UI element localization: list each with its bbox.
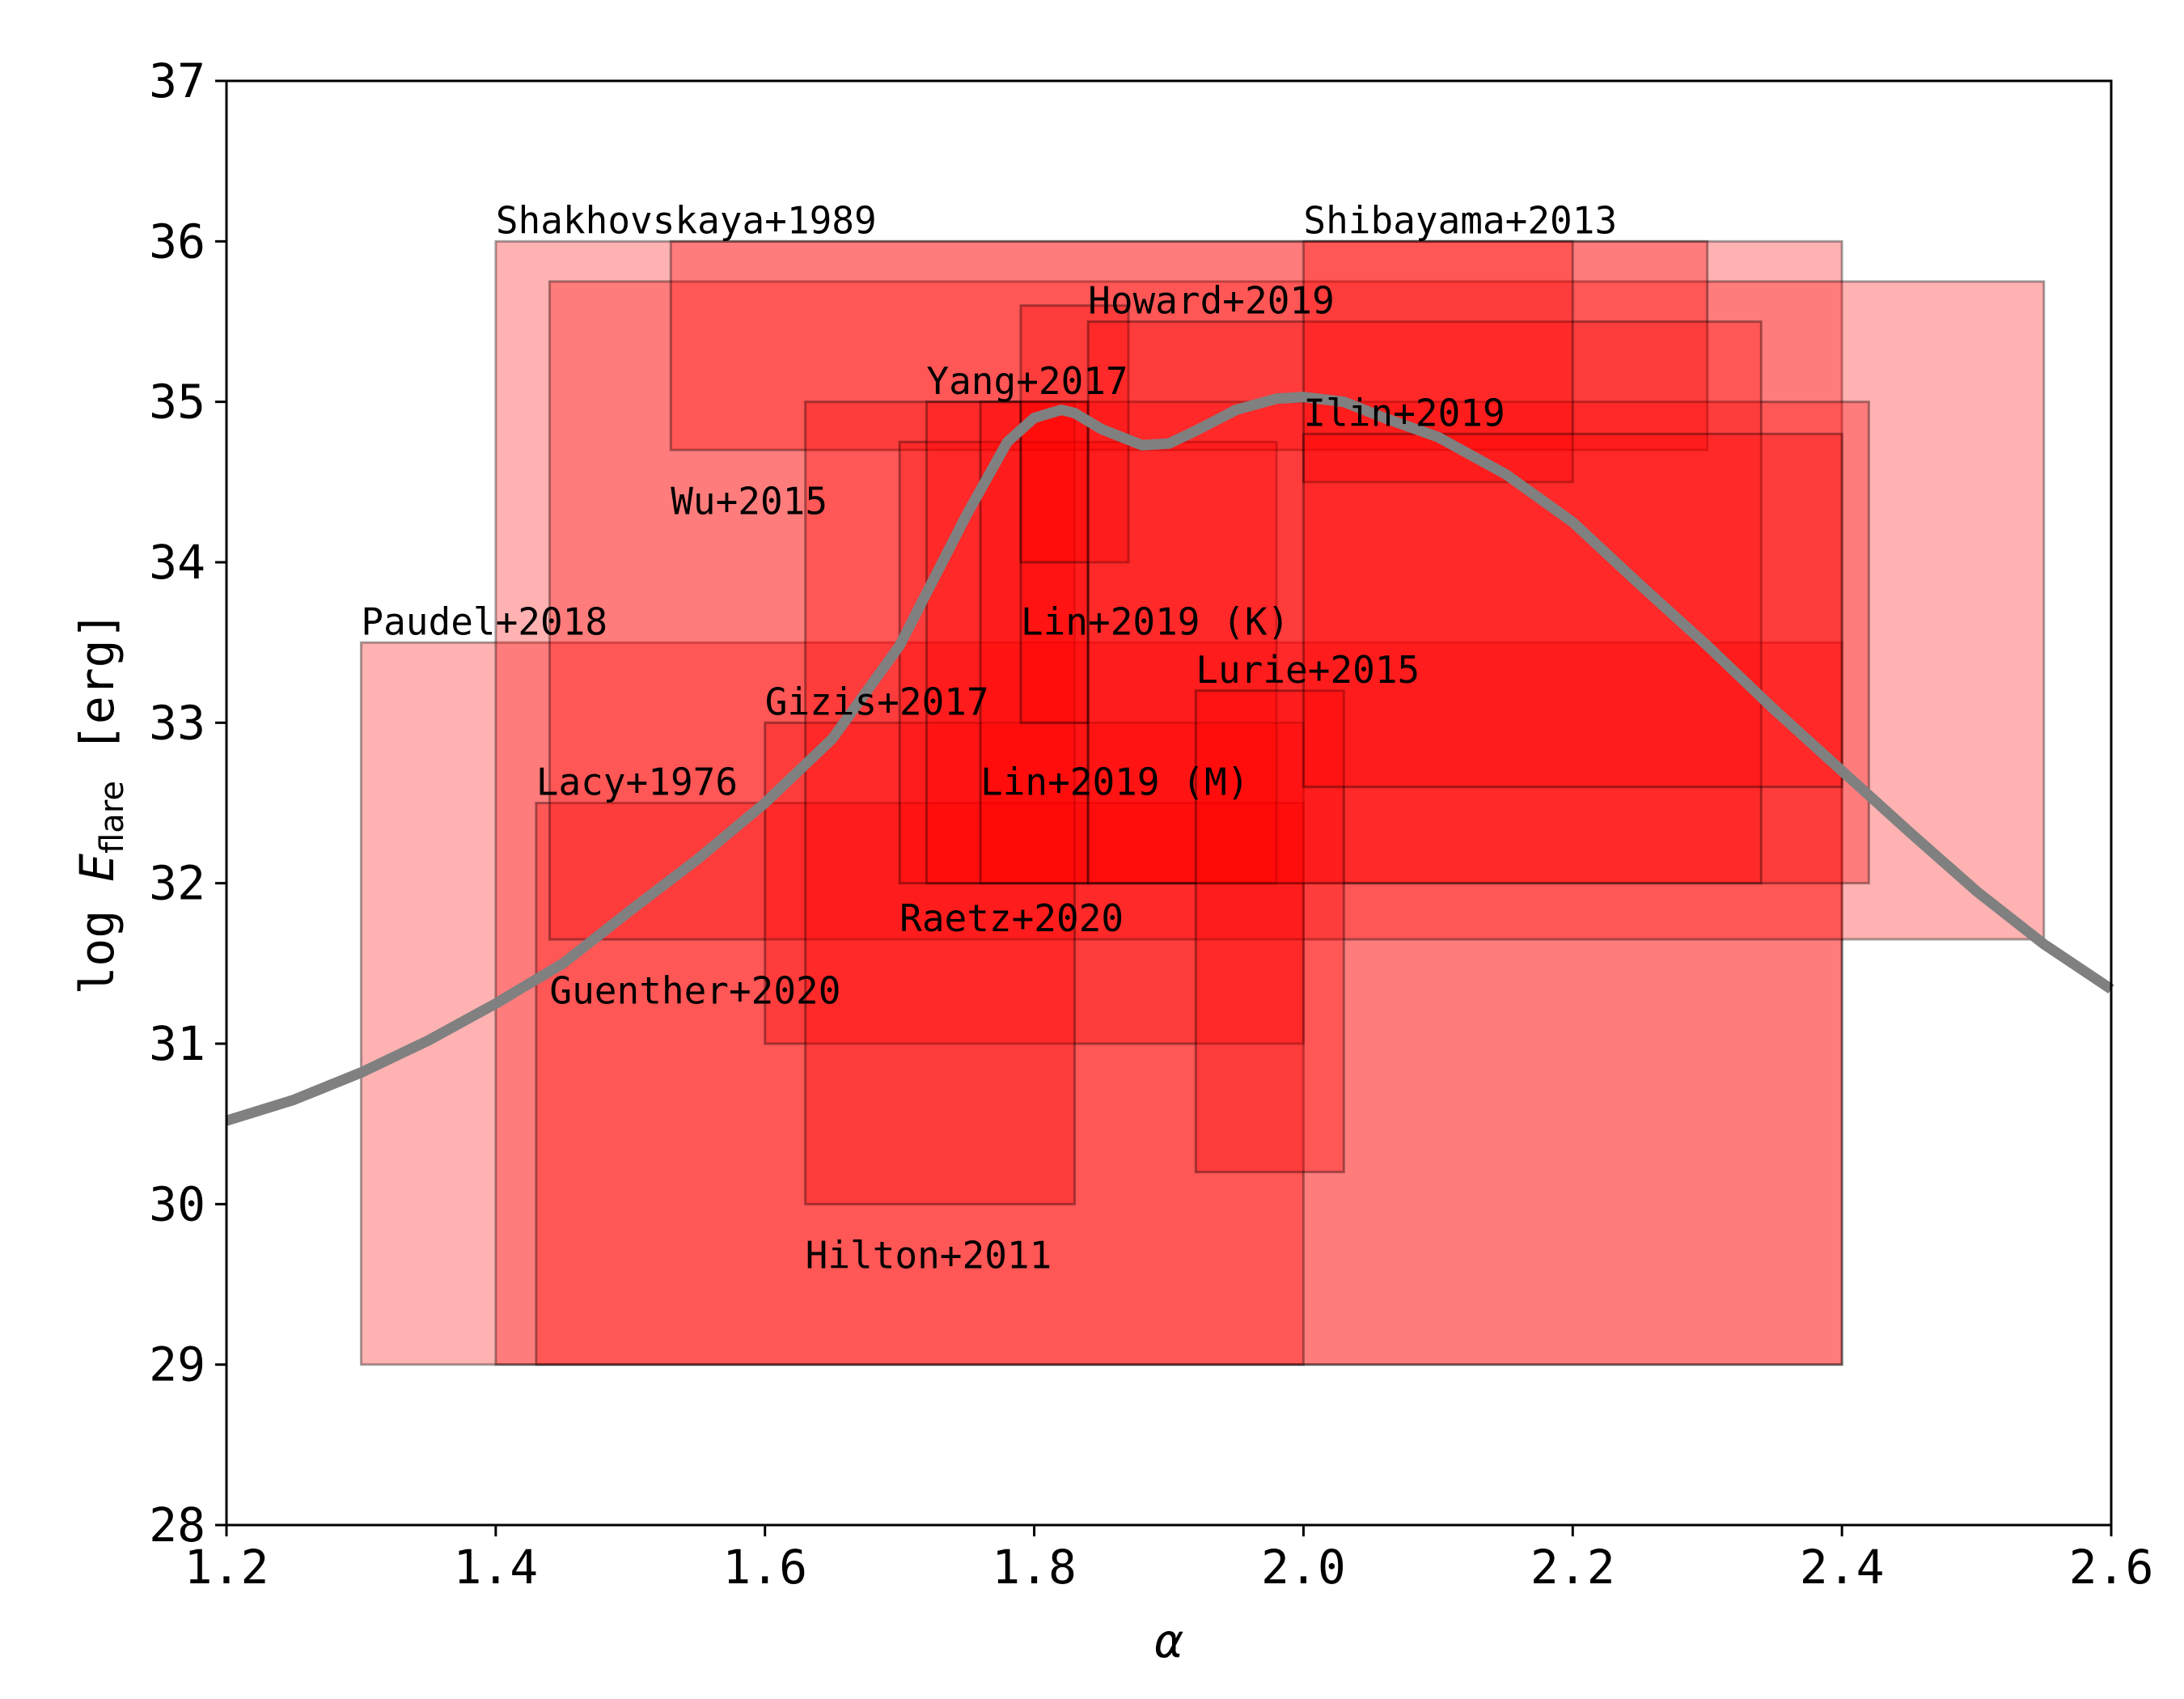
x-tick-label: 2.6 [2069, 1540, 2154, 1595]
y-axis-label-prefix: log [70, 882, 125, 995]
box-wu-2015 [669, 239, 1709, 451]
box-hilton-2011 [804, 400, 1077, 1205]
box-paudel-2018 [359, 641, 1843, 1366]
plot-frame [225, 79, 2113, 1527]
label-howard-2019: Howard+2019 [1088, 279, 1335, 323]
label-shibayama-2013: Shibayama+2013 [1303, 198, 1617, 242]
y-tick-label: 31 [149, 1016, 205, 1071]
label-shakhovskaya-1989: Shakhovskaya+1989 [496, 198, 877, 242]
label-lin-2019-k: Lin+2019 (K) [1021, 600, 1289, 643]
x-tick-label: 2.4 [1800, 1540, 1885, 1595]
x-tick-label: 1.6 [722, 1540, 807, 1595]
x-tick-label: 1.8 [992, 1540, 1077, 1595]
y-tick-label: 29 [149, 1337, 205, 1392]
box-lacy-1976 [535, 802, 1305, 1366]
label-lurie-2015: Lurie+2015 [1196, 648, 1420, 692]
y-axis-label-unit: [erg] [70, 611, 125, 781]
box-ilin-2019 [1086, 320, 1763, 885]
label-raetz-2020: Raetz+2020 [899, 896, 1124, 940]
model-curve [225, 392, 2114, 1126]
label-lin-2019-m: Lin+2019 (M) [980, 761, 1249, 804]
label-yang-2017: Yang+2017 [926, 359, 1128, 403]
box-unlabeled-15 [1302, 432, 1843, 789]
y-tick-label: 32 [149, 856, 205, 911]
y-tick-label: 37 [149, 53, 205, 108]
label-gizis-2017: Gizis+2017 [765, 680, 989, 723]
boxes-layer [359, 239, 2046, 1366]
box-guenther-2020 [548, 280, 2046, 941]
x-tick-label: 1.2 [184, 1540, 269, 1595]
y-tick-label: 36 [149, 214, 205, 269]
box-lin-2019-m [979, 400, 1090, 885]
box-yang-2017 [925, 400, 1870, 885]
box-gizis-2017 [764, 721, 1305, 1045]
box-lin-2019-k [1019, 400, 1090, 724]
y-tick-label: 33 [149, 695, 205, 750]
box-shakhovskaya-1989 [494, 239, 1843, 1366]
x-tick-label: 2.2 [1530, 1540, 1615, 1595]
label-lacy-1976: Lacy+1976 [536, 761, 738, 804]
label-guenther-2020: Guenther+2020 [549, 968, 840, 1012]
y-axis-label: log Eflare [erg] [70, 611, 131, 994]
y-axis-label-symbol: E [70, 854, 125, 882]
box-labels-layer: Paudel+2018 Shakhovskaya+1989 Lacy+1976 Gue… [361, 198, 1617, 1277]
y-tick-label: 35 [149, 375, 205, 430]
y-tick-label: 34 [149, 535, 205, 590]
y-axis-ticks: 28 29 30 31 32 33 34 35 36 37 [149, 53, 226, 1553]
y-tick-label: 28 [149, 1498, 205, 1553]
x-axis-ticks: 1.2 1.4 1.6 1.8 2.0 2.2 2.4 2.6 [184, 1525, 2154, 1595]
box-lurie-2015 [1194, 689, 1345, 1174]
x-tick-label: 1.4 [453, 1540, 538, 1595]
label-ilin-2019: Ilin+2019 [1303, 391, 1505, 434]
label-wu-2015: Wu+2015 [671, 480, 827, 523]
x-tick-label: 2.0 [1261, 1540, 1346, 1595]
y-tick-label: 30 [149, 1176, 205, 1231]
y-axis-label-subscript: flare [94, 781, 131, 854]
x-axis-label: α [1155, 1613, 1184, 1668]
label-hilton-2011: Hilton+2011 [806, 1234, 1052, 1277]
label-paudel-2018: Paudel+2018 [361, 600, 607, 643]
